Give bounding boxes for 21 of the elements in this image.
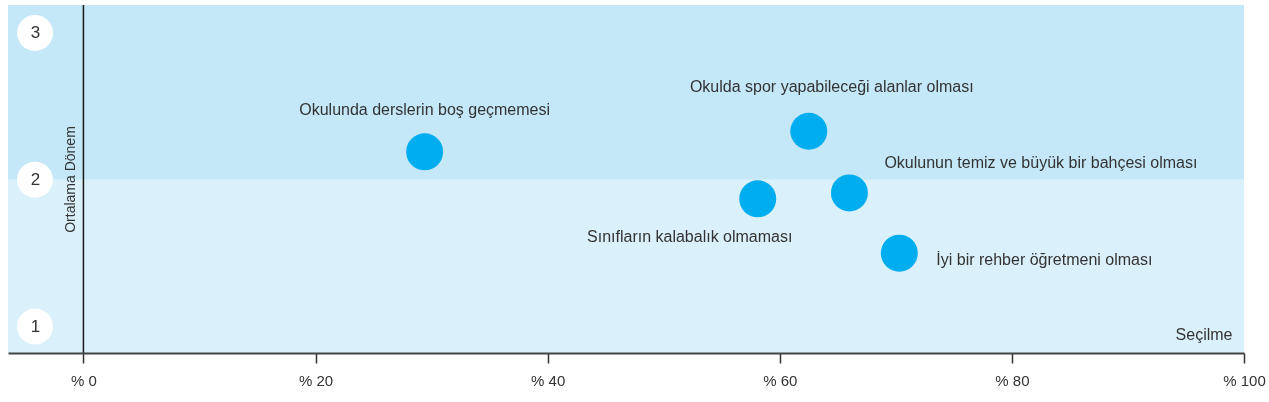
point [790, 112, 828, 150]
point [406, 133, 444, 171]
annotation: Sınıfların kalabalık olmaması [587, 227, 793, 245]
annotation: Okulda spor yapabileceği alanlar olması [689, 78, 974, 96]
x-tick-label: % 0 [71, 371, 97, 389]
y-tick-label: 1 [30, 317, 41, 337]
y-axis-title: Ortalama Dönem [61, 126, 78, 233]
x-tick-label: % 80 [995, 371, 1030, 389]
x-axis-title: Seçilme [1175, 325, 1233, 343]
annotation: İyi bir rehber öğretmeni olması [936, 250, 1153, 269]
x-tick-label: % 100 [1223, 371, 1266, 389]
x-tick-label: % 60 [763, 371, 798, 389]
y-tick-label: 2 [30, 170, 41, 190]
x-tick-label: % 40 [531, 371, 566, 389]
point [880, 234, 918, 272]
annotation: Okulunun temiz ve büyük bir bahçesi olması [884, 153, 1198, 171]
x-tick-label: % 20 [298, 371, 334, 389]
point [830, 174, 868, 212]
annotation: Okulunda derslerin boş geçmemesi [299, 100, 551, 118]
point [739, 180, 777, 218]
y-tick-label: 3 [30, 23, 41, 43]
